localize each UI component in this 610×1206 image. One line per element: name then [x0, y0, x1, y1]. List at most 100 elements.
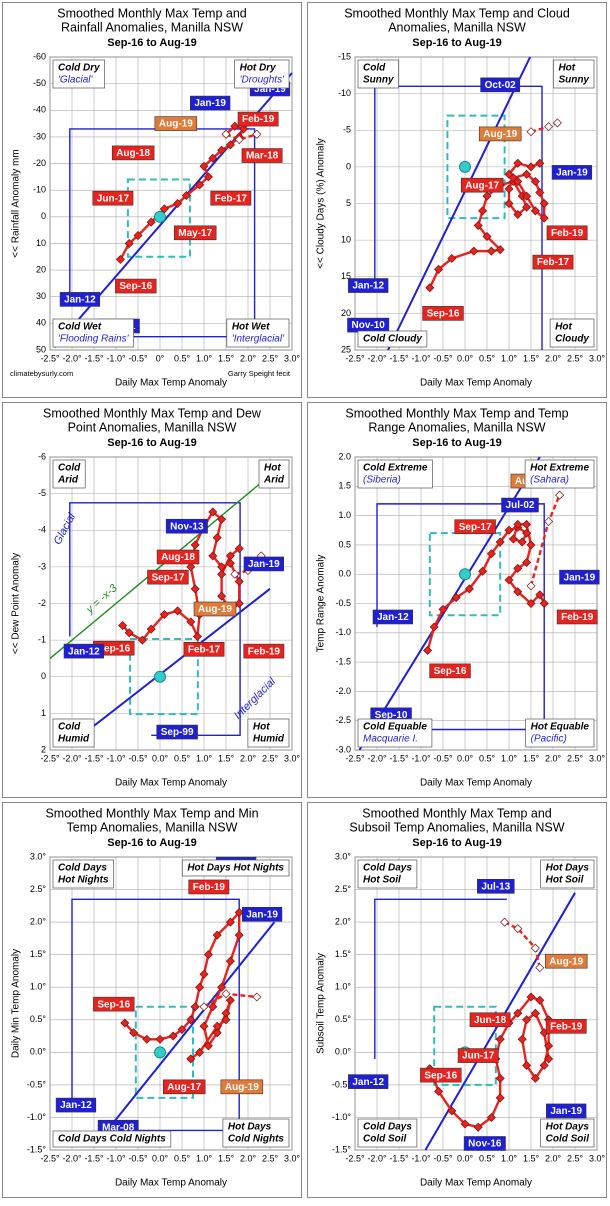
y-tick-label: -2 — [38, 598, 46, 608]
callout-box — [463, 1136, 506, 1151]
chart-subtitle: Sep-16 to Aug-19 — [107, 837, 196, 849]
trajectory-point — [225, 995, 235, 1005]
corner-box — [247, 718, 290, 748]
callout-label: Sep-16 — [97, 999, 130, 1010]
trajectory-point — [526, 581, 536, 591]
corner-label: Cold Days Cold Nights — [58, 1134, 166, 1145]
trajectory-point — [225, 558, 235, 568]
corner-label: Hot — [558, 63, 575, 74]
trajectory-point — [159, 609, 169, 619]
corner-note: (Pacific) — [531, 734, 567, 745]
trajectory-point — [173, 606, 183, 616]
y-tick-label: 50 — [36, 344, 46, 354]
trajectory-point — [129, 1028, 139, 1038]
x-axis-label: Daily Max Temp Anomaly — [115, 378, 227, 389]
y-tick-label: -1.0° — [332, 1112, 352, 1122]
y-axis-label: Daily Min Temp Anomaly — [11, 949, 22, 1058]
origin-marker — [459, 568, 471, 581]
y-tick-label: 2.5° — [335, 884, 352, 894]
y-axis-label: << Cloudy Days (%) Anomaly — [316, 138, 327, 269]
y-tick-label: -0.5 — [335, 598, 351, 608]
callout-label: Sep-10 — [375, 710, 408, 721]
y-tick-label: 2 — [41, 744, 46, 754]
trajectory-point — [203, 172, 213, 182]
callout-label: Aug-17 — [465, 180, 499, 191]
callout-label: Feb-17 — [215, 193, 248, 204]
x-tick-label: 2.0° — [240, 353, 257, 363]
reference-line — [71, 898, 240, 1132]
cyan-box — [134, 1005, 195, 1099]
chart-title: Smoothed Monthly Max Temp and Min — [45, 806, 258, 820]
corner-label: Hot Days Hot Nights — [187, 863, 284, 874]
trajectory-point — [221, 989, 231, 999]
cyan-box — [129, 638, 199, 716]
reference-line — [376, 503, 545, 731]
y-tick-label: 1.0° — [335, 982, 352, 992]
trajectory-point — [513, 158, 523, 168]
x-tick-label: -1.0° — [411, 353, 431, 363]
trajectory-point — [504, 575, 514, 585]
cyan-box — [446, 114, 506, 220]
corner-label: Cold — [58, 463, 81, 474]
corner-note: 'Glacial' — [58, 75, 93, 86]
trajectory-point — [486, 246, 496, 256]
chart-subtitle: Sep-16 to Aug-19 — [412, 837, 501, 849]
corner-label: Sunny — [558, 75, 589, 86]
callout-box — [480, 77, 521, 93]
callout-label: Sep-16 — [434, 666, 467, 677]
trajectory-point — [203, 950, 213, 960]
corner-note: (Sahara) — [530, 475, 569, 486]
x-tick-label: 1.5° — [523, 753, 540, 763]
corner-label: Cold Extreme — [363, 463, 428, 474]
corner-box — [222, 1118, 290, 1148]
callout-label: Sep-16 — [97, 643, 130, 654]
callout-label: Jan-19 — [246, 909, 278, 920]
x-tick-label: 0.0° — [152, 1153, 169, 1163]
trajectory-point — [252, 992, 262, 1002]
trajectory-point — [535, 590, 545, 600]
trajectory-point — [447, 1106, 457, 1116]
reference-line — [69, 128, 256, 338]
x-tick-label: -2.0° — [62, 1153, 82, 1163]
callout-label: Jul-02 — [506, 500, 535, 511]
trajectory-point — [526, 992, 536, 1002]
chart-title: Smoothed Monthly Max Temp and Temp — [345, 406, 568, 420]
corner-label: Cold Wet — [58, 322, 102, 333]
trajectory-point — [495, 1093, 505, 1103]
x-tick-label: 1.0° — [501, 753, 518, 763]
x-tick-label: 0.5° — [174, 1153, 191, 1163]
trajectory-point — [225, 956, 235, 966]
corner-label: Arid — [57, 475, 79, 486]
corner-label: Hot Soil — [363, 875, 401, 886]
trajectory-point — [146, 624, 156, 634]
x-tick-label: -0.5° — [433, 1153, 453, 1163]
trajectory-point — [464, 584, 474, 594]
trajectory-point — [555, 490, 565, 500]
trajectory-point — [495, 1073, 505, 1083]
y-tick-label: 20 — [36, 264, 46, 274]
trajectory-point — [504, 184, 514, 194]
y-tick-label: 0 — [346, 161, 351, 171]
callout-box — [183, 641, 225, 657]
corner-box — [52, 1130, 172, 1148]
x-tick-label: -0.5° — [433, 353, 453, 363]
x-tick-label: 1.5° — [523, 353, 540, 363]
chart-title: Smoothed Monthly Max Temp and Dew — [43, 406, 262, 420]
trajectory-point — [217, 145, 227, 155]
x-tick-label: 3.0° — [284, 753, 301, 763]
callout-label: Jul-13 — [481, 881, 510, 892]
trajectory — [504, 921, 541, 968]
y-tick-label: 15 — [341, 271, 351, 281]
trajectory-point — [234, 907, 244, 917]
y-tick-label: -3.0 — [335, 744, 351, 754]
y-tick-label: 20 — [341, 308, 351, 318]
corner-label: Cold Soil — [546, 1134, 590, 1145]
corner-box — [52, 318, 134, 348]
trajectory-point — [539, 199, 549, 208]
x-tick-label: -1.5° — [389, 753, 409, 763]
x-axis-label: Daily Max Temp Anomaly — [115, 1178, 227, 1189]
corner-label: Hot Days — [546, 1122, 590, 1133]
callout-label: Feb-17 — [537, 257, 570, 268]
callout-label: Jun-17 — [462, 1051, 495, 1062]
footer-text: climatebysurly.com — [10, 369, 73, 378]
